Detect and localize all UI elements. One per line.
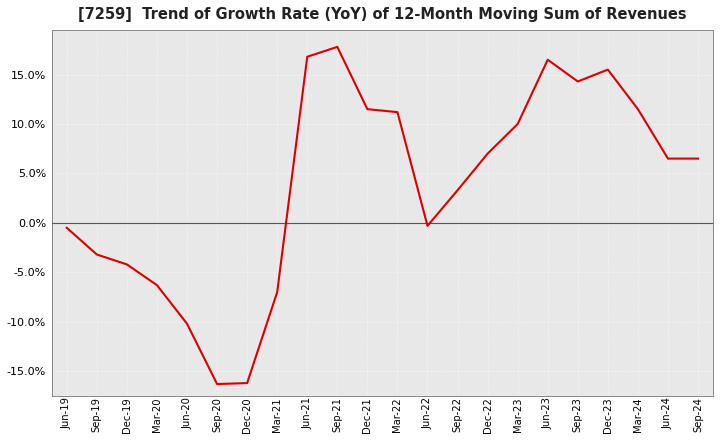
Title: [7259]  Trend of Growth Rate (YoY) of 12-Month Moving Sum of Revenues: [7259] Trend of Growth Rate (YoY) of 12-… [78,7,687,22]
